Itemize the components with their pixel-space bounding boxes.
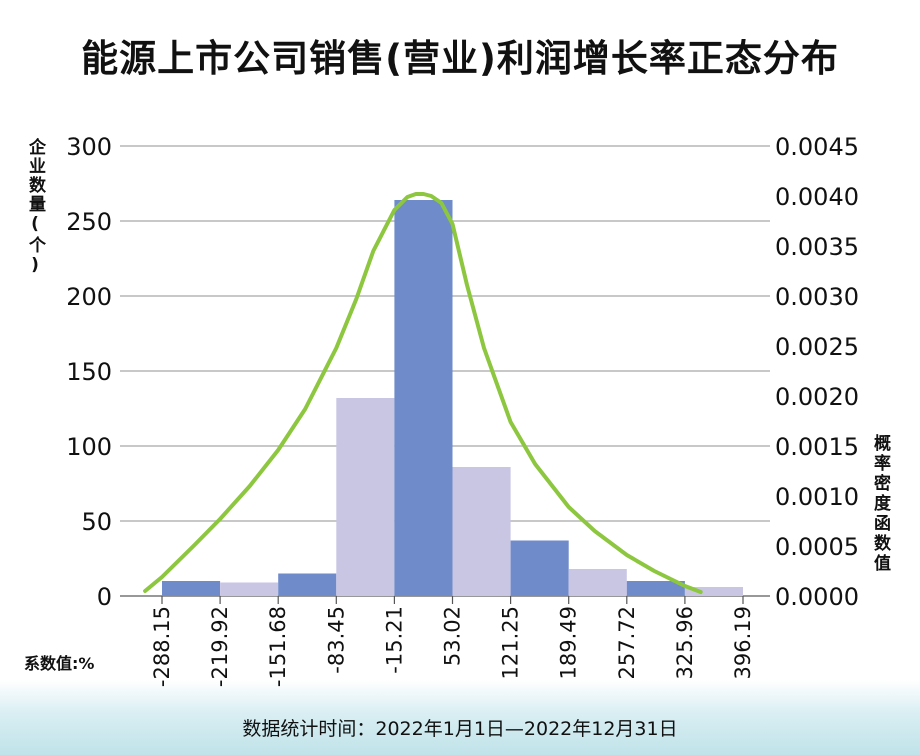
x-tick-label: 121.25	[499, 606, 523, 679]
histogram-bar	[452, 467, 511, 596]
histogram-bar	[394, 200, 453, 596]
right-tick-label: 0.0045	[775, 133, 859, 161]
right-tick-label: 0.0005	[775, 533, 859, 561]
x-tick-label: 396.19	[731, 606, 755, 679]
x-axis-caption: 系数值:%	[24, 654, 95, 673]
x-tick-label: 257.72	[615, 606, 639, 679]
left-axis-label: 企业数量(个)	[25, 138, 45, 277]
chart-title: 能源上市公司销售(营业)利润增长率正态分布	[81, 37, 839, 80]
left-tick-label: 0	[97, 583, 112, 611]
histogram-bar	[684, 587, 743, 596]
left-tick-label: 150	[66, 358, 112, 386]
x-tick-label: -151.68	[266, 606, 290, 687]
x-tick-label: 53.02	[441, 606, 465, 666]
left-tick-label: 300	[66, 133, 112, 161]
right-axis-tick-labels: 0.0000 0.0005 0.0010 0.0015 0.0020 0.0025 0.00…	[775, 133, 859, 611]
density-curve	[143, 192, 703, 594]
left-tick-label: 200	[66, 283, 112, 311]
right-tick-label: 0.0035	[775, 233, 859, 261]
x-tick-label: -288.15	[150, 606, 174, 687]
left-axis-tick-labels: 0 50 100 150 200 250 300	[66, 133, 112, 611]
right-tick-label: 0.0030	[775, 283, 859, 311]
x-tick-label: 189.49	[557, 606, 581, 679]
x-tick-label: 325.96	[673, 606, 697, 679]
x-tick-label: -15.21	[382, 606, 406, 674]
left-tick-label: 50	[81, 508, 112, 536]
axes	[161, 596, 744, 604]
footer-decoration-band	[0, 680, 920, 755]
x-tick-label: -219.92	[208, 606, 232, 687]
footnote: 数据统计时间：2022年1月1日—2022年12月31日	[242, 718, 678, 740]
left-tick-label: 250	[66, 208, 112, 236]
histogram-bar	[278, 573, 337, 596]
right-tick-label: 0.0000	[775, 583, 859, 611]
histogram-bar	[568, 569, 627, 596]
histogram-bar	[626, 581, 685, 596]
x-tick-label: -83.45	[324, 606, 348, 674]
right-tick-label: 0.0025	[775, 333, 859, 361]
x-axis-tick-labels: -288.15 -219.92 -151.68 -83.45 -15.21 53.02 12…	[150, 606, 755, 687]
right-tick-label: 0.0015	[775, 433, 859, 461]
right-axis-label: 概率密度函数值	[870, 434, 890, 574]
histogram-bar	[162, 581, 221, 596]
left-tick-label: 100	[66, 433, 112, 461]
histogram-bar	[220, 582, 279, 596]
right-tick-label: 0.0020	[775, 383, 859, 411]
right-tick-label: 0.0040	[775, 183, 859, 211]
histogram-bar	[510, 540, 569, 596]
density-curve-layer	[143, 192, 703, 594]
histogram-bars	[162, 200, 743, 596]
histogram-bar	[336, 398, 395, 596]
right-tick-label: 0.0010	[775, 483, 859, 511]
